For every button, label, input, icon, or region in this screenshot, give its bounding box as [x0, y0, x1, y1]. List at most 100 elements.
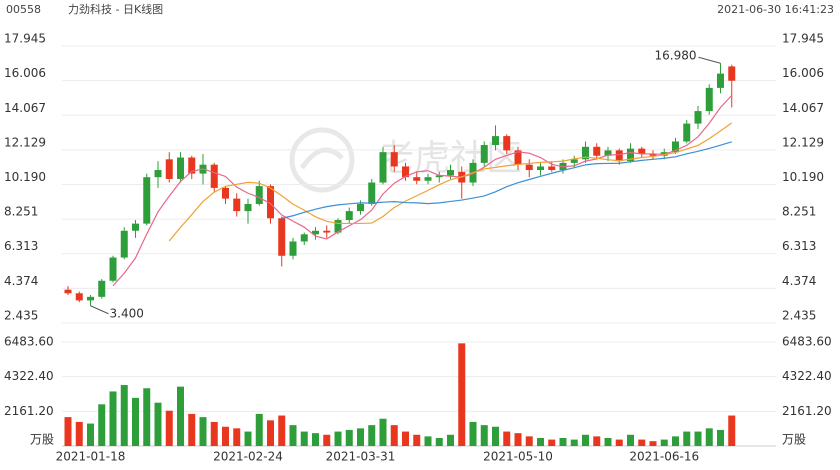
volume-tick-label: 2161.20: [4, 404, 54, 418]
volume-bar: [469, 421, 477, 446]
volume-bar: [165, 410, 173, 446]
volume-bar: [132, 397, 139, 446]
volume-bar: [289, 425, 297, 446]
volume-bar: [627, 434, 634, 446]
candle-body: [334, 220, 342, 233]
volume-bar: [447, 434, 454, 446]
candle-body: [165, 159, 173, 179]
candle-body: [413, 177, 421, 181]
y-tick-label: 6.313: [4, 239, 38, 253]
candle-body: [525, 164, 533, 171]
candle-body: [390, 152, 398, 167]
low-pointer: [90, 305, 109, 315]
candle-body: [300, 234, 308, 242]
candle-body: [210, 164, 218, 188]
volume-bar: [64, 417, 72, 446]
candle-body: [582, 146, 589, 160]
y-tick-label-right: 16.006: [782, 66, 824, 80]
y-tick-label: 2.435: [4, 309, 38, 323]
stock-code: 00558: [6, 3, 41, 16]
volume-tick-label: 6483.60: [4, 335, 54, 349]
volume-bar: [312, 433, 319, 446]
volume-bar: [593, 436, 601, 446]
volume-bar: [300, 431, 308, 446]
candle-body: [87, 296, 94, 301]
candle-body: [244, 203, 252, 212]
volume-bar: [154, 402, 162, 446]
candle-body: [379, 152, 387, 183]
candle-body: [368, 182, 376, 204]
y-tick-label-right: 10.190: [782, 170, 824, 184]
candle-body: [75, 293, 83, 301]
volume-bar: [525, 436, 533, 446]
y-tick-label-right: 2.435: [782, 309, 816, 323]
candle-body: [638, 148, 646, 154]
volume-bar: [143, 388, 151, 446]
candle-body: [424, 177, 432, 181]
volume-bar: [492, 426, 499, 446]
volume-bar: [660, 439, 668, 446]
high-label: 16.980: [655, 49, 697, 63]
volume-bar: [357, 428, 364, 446]
volume-bar: [255, 413, 263, 446]
volume-bar: [199, 417, 207, 446]
volume-bar: [728, 415, 736, 446]
candle-body: [503, 136, 511, 151]
volume-bar: [705, 428, 713, 446]
candle-body: [222, 187, 229, 199]
volume-tick-label: 4322.40: [4, 369, 54, 383]
candle-body: [312, 230, 319, 235]
candle-body: [98, 280, 106, 297]
volume-bar: [638, 439, 646, 446]
volume-bar: [177, 386, 184, 446]
y-tick-label-right: 4.374: [782, 274, 816, 288]
volume-bar: [435, 437, 443, 446]
candle-body: [649, 153, 657, 156]
candle-body: [694, 111, 702, 124]
volume-bar: [615, 439, 623, 446]
y-tick-label-right: 14.067: [782, 101, 824, 115]
y-tick-label: 16.006: [4, 66, 46, 80]
candle-body: [627, 148, 634, 162]
volume-bar: [109, 391, 117, 446]
candle-body: [537, 166, 544, 171]
candle-body: [289, 241, 297, 256]
low-label: 3.400: [110, 306, 144, 320]
candle-body: [570, 159, 578, 163]
candle-body: [345, 211, 353, 221]
y-tick-label: 4.374: [4, 274, 38, 288]
volume-bar: [278, 415, 286, 446]
y-tick-label: 8.251: [4, 205, 38, 219]
volume-bar: [582, 434, 589, 446]
volume-bar: [424, 436, 432, 446]
volume-unit-right: 万股: [782, 433, 806, 447]
volume-bar: [537, 437, 544, 446]
candle-body: [64, 289, 72, 294]
candle-body: [188, 157, 196, 174]
volume-bar: [402, 431, 409, 446]
candle-body: [480, 145, 488, 163]
y-tick-label-right: 6.313: [782, 239, 816, 253]
volume-bar: [559, 437, 567, 446]
ma-line: [112, 94, 733, 287]
candle-body: [132, 223, 139, 231]
volume-bar: [233, 428, 241, 446]
candle-body: [705, 87, 713, 112]
candle-body: [447, 170, 454, 176]
candle-body: [593, 146, 601, 156]
candle-body: [604, 150, 612, 156]
volume-bar: [480, 425, 488, 446]
candle-body: [615, 150, 623, 162]
volume-bar: [188, 413, 196, 446]
volume-tick-label-right: 2161.20: [782, 404, 832, 418]
volume-bar: [323, 434, 331, 446]
candle-body: [683, 123, 691, 142]
chart-title: 力劲科技 - 日K线图: [68, 2, 163, 16]
volume-bar: [548, 439, 556, 446]
candle-body: [728, 66, 736, 81]
x-tick-label: 2021-01-18: [56, 450, 126, 464]
volume-bar: [120, 385, 128, 446]
candle-body: [514, 150, 522, 165]
candle-body: [548, 166, 556, 171]
